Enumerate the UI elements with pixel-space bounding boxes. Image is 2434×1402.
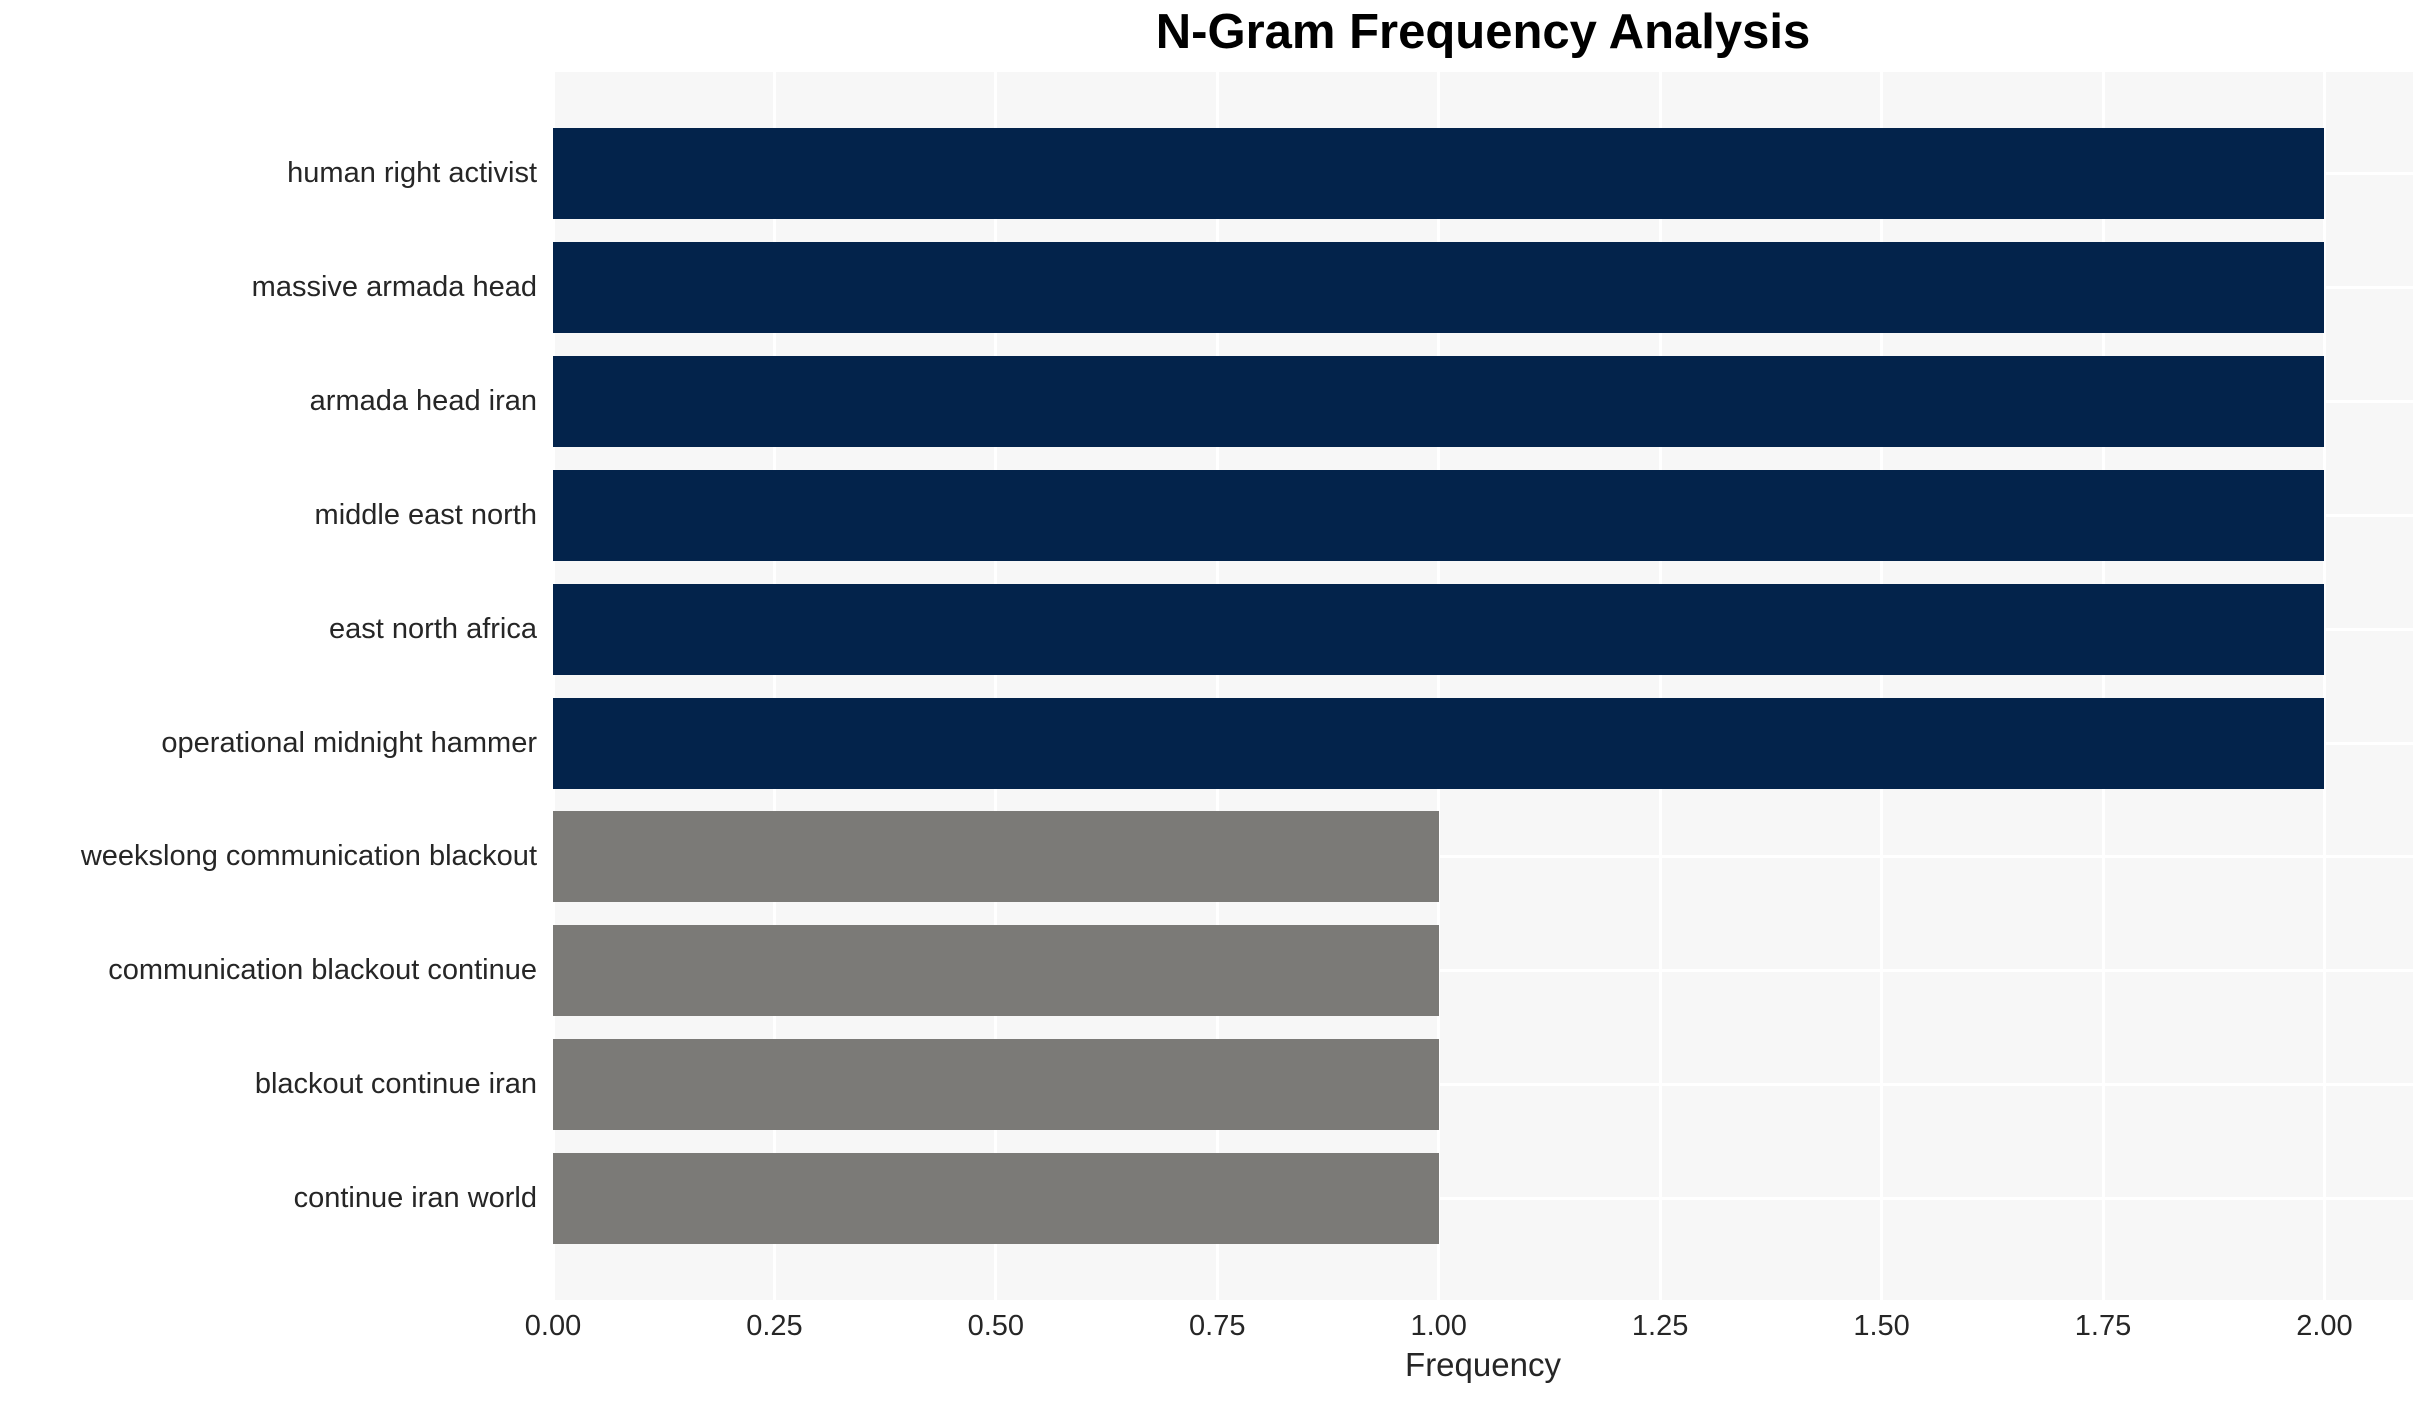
horizontal-gridline [553, 1197, 2413, 1201]
y-tick-label: human right activist [287, 157, 537, 189]
y-tick-label: operational midnight hammer [161, 726, 537, 759]
bar [553, 1153, 1439, 1245]
x-tick-label: 1.25 [1631, 1310, 1689, 1342]
y-tick-label: continue iran world [293, 1182, 537, 1215]
x-tick-label: 0.50 [967, 1310, 1025, 1342]
y-tick-label: massive armada head [251, 270, 537, 303]
vertical-gridline [1658, 72, 1662, 1300]
vertical-gridline [1437, 72, 1441, 1300]
x-tick-label: 0.25 [746, 1310, 803, 1342]
y-tick-label: weekslong communication blackout [80, 840, 537, 873]
x-tick-label: 0.75 [1189, 1310, 1246, 1342]
vertical-gridline [551, 72, 555, 1300]
vertical-gridline [1215, 72, 1219, 1300]
vertical-gridline [2322, 72, 2326, 1300]
bar [553, 128, 2325, 219]
bar [553, 355, 2325, 447]
x-tick-label: 1.50 [1853, 1310, 1910, 1342]
x-tick-label: 0.00 [524, 1310, 582, 1342]
vertical-gridline [994, 72, 998, 1300]
chart-title: N-Gram Frequency Analysis [1155, 5, 1811, 59]
y-tick-label: middle east north [314, 498, 537, 531]
bar [553, 469, 2325, 561]
horizontal-gridline [553, 855, 2413, 859]
y-tick-label: communication blackout continue [108, 954, 537, 987]
bar [553, 241, 2325, 333]
plot-area [551, 72, 2413, 1300]
vertical-gridline [2101, 72, 2105, 1300]
horizontal-gridline [553, 969, 2413, 973]
bar [553, 811, 1439, 903]
bar [553, 925, 1439, 1017]
vertical-gridline [772, 72, 776, 1300]
x-axis-label: Frequency [1405, 1346, 1561, 1383]
x-tick-label: 1.00 [1410, 1310, 1467, 1342]
y-tick-label: east north africa [329, 612, 537, 645]
x-tick-label: 1.75 [2074, 1310, 2132, 1342]
bar [553, 583, 2325, 675]
y-tick-label: blackout continue iran [254, 1068, 537, 1101]
vertical-gridline [1880, 72, 1884, 1300]
bar [553, 1039, 1439, 1131]
y-tick-label: armada head iran [309, 384, 537, 417]
horizontal-gridline [553, 1083, 2413, 1087]
bar [553, 697, 2325, 789]
x-tick-label: 2.00 [2296, 1310, 2353, 1342]
